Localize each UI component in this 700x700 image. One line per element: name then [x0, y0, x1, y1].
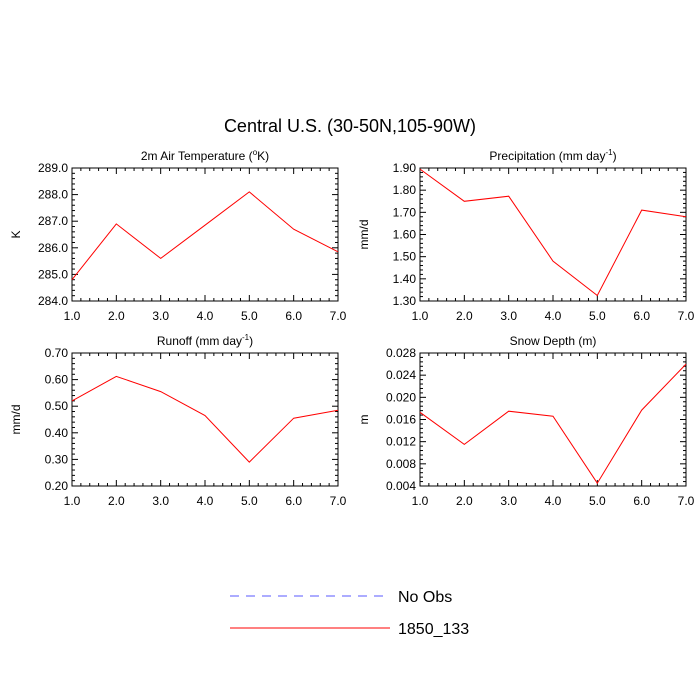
x-tick-label: 3.0 — [500, 494, 517, 508]
y-axis-label: mm/d — [357, 220, 371, 250]
legend: No Obs 1850_133 — [230, 589, 469, 638]
y-tick-label: 0.40 — [45, 426, 69, 440]
x-tick-label: 1.0 — [64, 494, 81, 508]
panel-3: Runoff (mm day-1) 1.0 2.0 3.0 4.0 5.0 6.0 7.0 0.… — [9, 333, 347, 508]
plot-frame — [419, 167, 687, 302]
x-tick-label: 3.0 — [152, 494, 169, 508]
y-tick-label: 0.004 — [386, 479, 416, 493]
x-tick-label: 3.0 — [500, 309, 517, 323]
legend-label-1: No Obs — [398, 589, 452, 606]
y-tick-label: 0.020 — [386, 390, 416, 404]
x-tick-label: 6.0 — [285, 309, 302, 323]
panel-4: Snow Depth (m) 1.0 2.0 3.0 4.0 5.0 6.0 7.0 0.004… — [357, 334, 695, 508]
y-tick-label: 1.80 — [393, 183, 417, 197]
x-tick-label: 6.0 — [285, 494, 302, 508]
y-tick-label: 0.50 — [45, 399, 69, 413]
x-tick-label: 5.0 — [589, 309, 606, 323]
panel-title: Runoff (mm day-1) — [157, 333, 253, 348]
y-tick-label: 284.0 — [38, 294, 68, 308]
y-tick-label: 0.70 — [45, 346, 69, 360]
y-tick-label: 0.30 — [45, 452, 69, 466]
x-tick-label: 5.0 — [589, 494, 606, 508]
panel-title-text-end: K) — [257, 149, 269, 163]
x-tick-label: 7.0 — [678, 309, 695, 323]
y-tick-label: 0.016 — [386, 413, 416, 427]
x-tick-label: 2.0 — [456, 309, 473, 323]
panel-title: Precipitation (mm day-1) — [489, 148, 616, 163]
y-tick-label: 0.60 — [45, 373, 69, 387]
panel-title-text-end: ) — [613, 149, 617, 163]
panel-title-text: Runoff (mm day — [157, 334, 242, 348]
x-tick-label: 1.0 — [64, 309, 81, 323]
y-tick-label: 288.0 — [38, 188, 68, 202]
y-tick-label: 1.90 — [393, 161, 417, 175]
panel-title: 2m Air Temperature (oK) — [141, 148, 269, 163]
series-line-1850_133 — [419, 168, 687, 297]
x-tick-label: 1.0 — [412, 494, 429, 508]
x-tick-label: 6.0 — [633, 309, 650, 323]
y-tick-label: 0.024 — [386, 368, 416, 382]
y-axis-label: K — [9, 230, 23, 238]
y-tick-label: 1.40 — [393, 272, 417, 286]
figure-title: Central U.S. (30-50N,105-90W) — [224, 116, 476, 136]
y-tick-label: 1.50 — [393, 250, 417, 264]
panel-1: 2m Air Temperature (oK) 1.0 2.0 3.0 4.0 5.0 6.… — [9, 148, 347, 323]
y-axis-label: m — [357, 415, 371, 425]
panel-title-superscript: -1 — [242, 333, 250, 342]
x-tick-label: 4.0 — [545, 494, 562, 508]
x-tick-label: 5.0 — [241, 494, 258, 508]
y-tick-label: 0.008 — [386, 457, 416, 471]
x-tick-label: 4.0 — [197, 494, 214, 508]
y-tick-label: 1.60 — [393, 228, 417, 242]
y-tick-label: 286.0 — [38, 241, 68, 255]
panel-title-text: 2m Air Temperature ( — [141, 149, 253, 163]
x-tick-label: 6.0 — [633, 494, 650, 508]
x-tick-label: 4.0 — [197, 309, 214, 323]
panel-title-superscript: o — [253, 148, 258, 157]
panel-title-superscript: -1 — [605, 148, 613, 157]
x-tick-label: 7.0 — [330, 309, 347, 323]
y-axis-label: mm/d — [9, 405, 23, 435]
x-tick-label: 2.0 — [108, 309, 125, 323]
y-tick-label: 285.0 — [38, 267, 68, 281]
panel-2: Precipitation (mm day-1) 1.0 2.0 3.0 4.0 5.0 6… — [357, 148, 695, 323]
x-tick-label: 7.0 — [330, 494, 347, 508]
x-tick-label: 2.0 — [456, 494, 473, 508]
x-tick-label: 3.0 — [152, 309, 169, 323]
plot-frame — [71, 167, 339, 302]
plot-frame — [419, 352, 687, 487]
x-tick-label: 1.0 — [412, 309, 429, 323]
x-tick-label: 2.0 — [108, 494, 125, 508]
y-tick-label: 0.012 — [386, 435, 416, 449]
plot-frame — [71, 352, 339, 487]
y-tick-label: 1.70 — [393, 205, 417, 219]
y-tick-label: 0.20 — [45, 479, 69, 493]
legend-label-2: 1850_133 — [398, 621, 469, 638]
series-line-1850_133 — [71, 375, 339, 463]
x-tick-label: 4.0 — [545, 309, 562, 323]
y-tick-label: 1.30 — [393, 294, 417, 308]
x-tick-label: 7.0 — [678, 494, 695, 508]
y-tick-label: 0.028 — [386, 346, 416, 360]
panel-title-text: Precipitation (mm day — [489, 149, 605, 163]
panel-title-text: Snow Depth (m) — [510, 334, 597, 348]
panel-title-text-end: ) — [249, 334, 253, 348]
y-tick-label: 289.0 — [38, 161, 68, 175]
series-line-1850_133 — [419, 363, 687, 485]
panel-title: Snow Depth (m) — [510, 334, 597, 348]
y-tick-label: 287.0 — [38, 214, 68, 228]
x-tick-label: 5.0 — [241, 309, 258, 323]
series-line-1850_133 — [71, 191, 339, 281]
panels: 2m Air Temperature (oK)1.0 2.0 3.0 4.0 5.0 6.… — [9, 148, 695, 508]
